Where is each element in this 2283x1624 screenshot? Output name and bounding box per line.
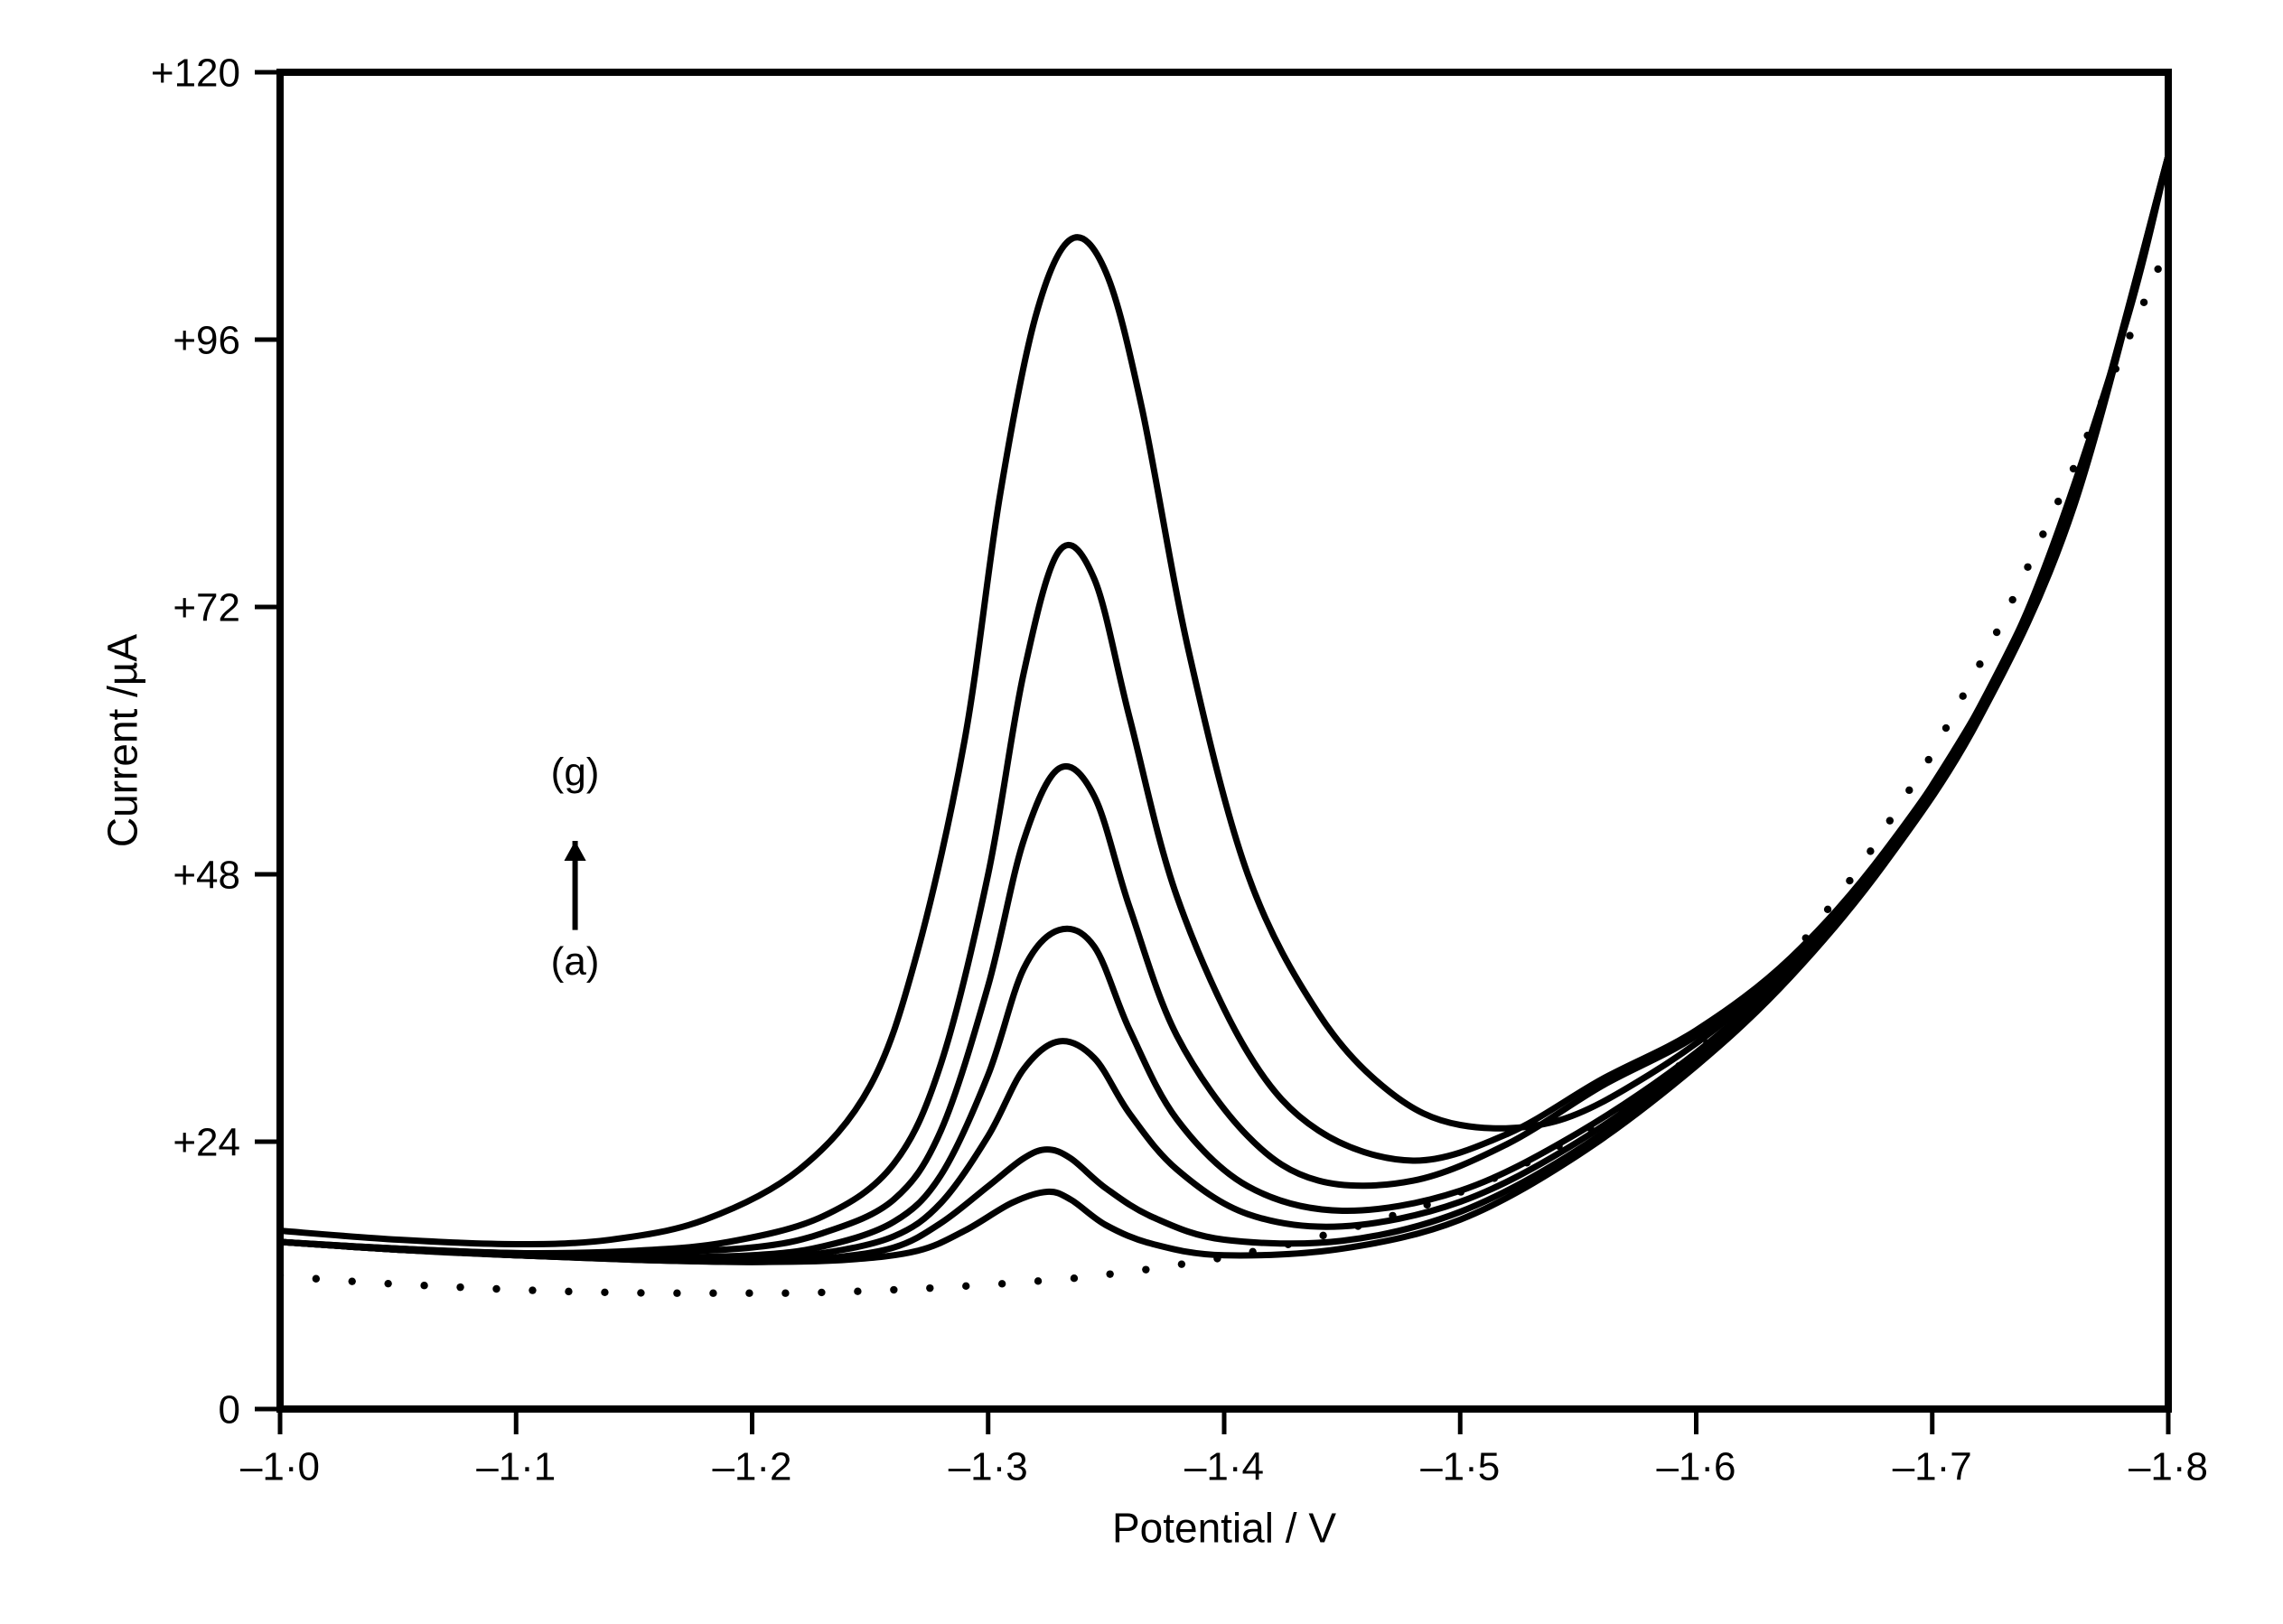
x-tick-label: –1·3 — [949, 1445, 1028, 1489]
y-tick-label: +120 — [151, 51, 240, 95]
x-tick-label: –1·1 — [476, 1445, 556, 1489]
y-axis-label: Current /µA — [99, 634, 146, 847]
x-tick-label: –1·7 — [1893, 1445, 1972, 1489]
series-a — [280, 156, 2168, 1263]
x-tick-label: –1·2 — [712, 1445, 791, 1489]
x-tick-label: –1·6 — [1656, 1445, 1736, 1489]
x-tick-label: –1·8 — [2129, 1445, 2208, 1489]
series-direction-annotation: (g) (a) — [551, 750, 600, 984]
label-g: (g) — [551, 750, 600, 794]
y-ticks: 0 +24 +48 +72 +96 +120 — [151, 51, 280, 1432]
x-axis-label: Potential / V — [1112, 1505, 1336, 1552]
voltammogram-chart: –1·0 –1·1 –1·2 –1·3 –1·4 –1·5 –1·6 –1·7 –1·8 0 +24… — [0, 0, 2283, 1624]
label-a: (a) — [551, 939, 600, 984]
series-f — [280, 156, 2168, 1254]
x-tick-label: –1·0 — [240, 1445, 320, 1489]
series-d — [280, 156, 2168, 1258]
y-tick-label: +96 — [173, 318, 240, 362]
x-ticks: –1·0 –1·1 –1·2 –1·3 –1·4 –1·5 –1·6 –1·7 –1·8 — [240, 1409, 2208, 1489]
y-tick-label: +24 — [173, 1120, 240, 1164]
x-tick-label: –1·5 — [1420, 1445, 1500, 1489]
series-c — [280, 156, 2168, 1260]
y-tick-label: 0 — [219, 1387, 240, 1432]
y-tick-label: +48 — [173, 853, 240, 897]
x-tick-label: –1·4 — [1184, 1445, 1264, 1489]
arrow-head-icon — [564, 841, 585, 861]
series-group — [276, 156, 2168, 1297]
y-tick-label: +72 — [173, 585, 240, 630]
series-b — [280, 156, 2168, 1263]
chart-container: –1·0 –1·1 –1·2 –1·3 –1·4 –1·5 –1·6 –1·7 –1·8 0 +24… — [0, 0, 2283, 1624]
series-g — [280, 156, 2168, 1245]
plot-frame — [280, 72, 2168, 1409]
series-e — [280, 156, 2168, 1255]
